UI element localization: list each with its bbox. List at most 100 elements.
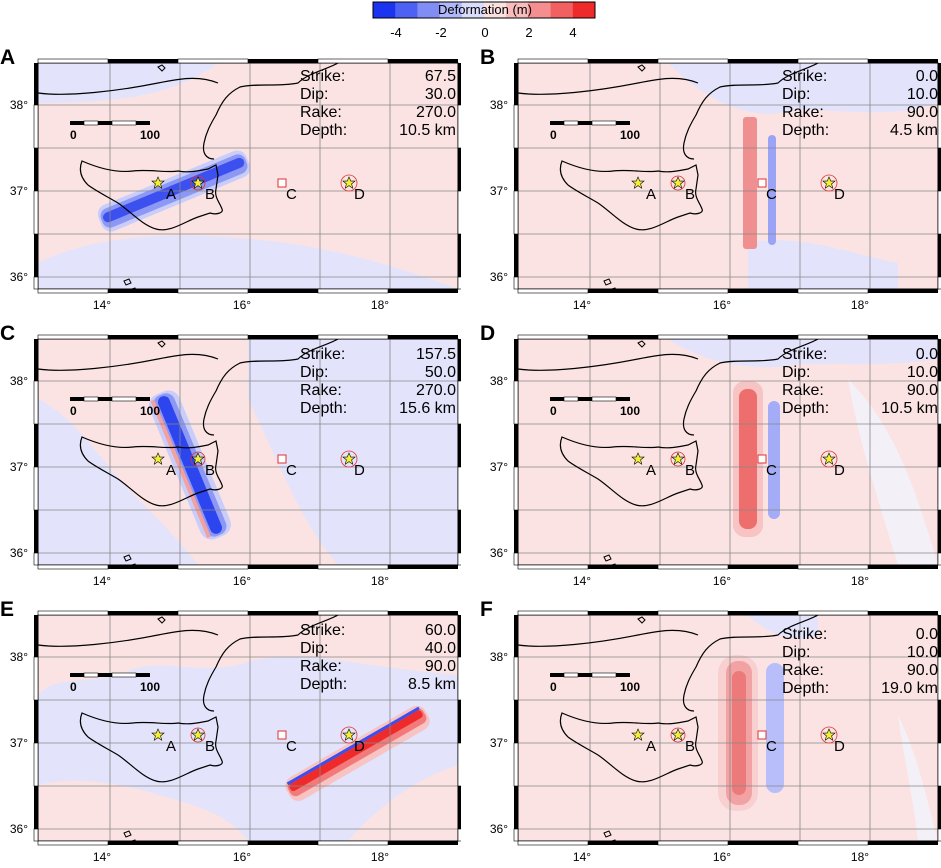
lat-tick-38: 38° xyxy=(490,98,508,112)
site-label-b: B xyxy=(205,462,215,479)
strike-value: 157.5 xyxy=(415,346,456,363)
site-label-a: A xyxy=(166,462,176,479)
site-c-square-icon xyxy=(277,730,287,740)
depth-value: 4.5 km xyxy=(889,122,938,139)
site-markers: A B C D xyxy=(151,450,365,479)
map-svg: 0 100 A B C D 14° 16° 18 xyxy=(10,334,461,588)
rake-value: 90.0 xyxy=(906,104,938,121)
scale-hundred: 100 xyxy=(620,404,640,418)
map-svg: 0 100 A B C D 14° 16° 18 xyxy=(10,610,461,864)
lat-tick-38: 38° xyxy=(10,650,28,664)
scale-bar: 0 100 xyxy=(70,120,160,142)
rake-label: Rake: xyxy=(782,382,824,399)
lat-tick-37: 37° xyxy=(10,460,28,474)
rake-label: Rake: xyxy=(782,662,824,679)
scale-hundred: 100 xyxy=(140,128,160,142)
site-markers: A B C D xyxy=(151,726,365,755)
strike-label: Strike: xyxy=(782,346,828,363)
lon-tick-18: 18° xyxy=(371,850,389,864)
lon-tick-16: 16° xyxy=(233,574,251,588)
site-label-d: D xyxy=(354,186,365,203)
lat-tick-36: 36° xyxy=(490,822,508,836)
depth-label: Depth: xyxy=(300,400,348,417)
strike-value: 60.0 xyxy=(424,622,456,639)
rake-value: 90.0 xyxy=(424,658,456,675)
map-svg: 0 100 A B C D 14° 16° 18 xyxy=(490,58,941,312)
fault-parameters: Strike: 0.0 Dip: 10.0 Rake: 90.0 Depth: 10.5… xyxy=(782,346,938,418)
strike-label: Strike: xyxy=(782,68,828,85)
site-label-b: B xyxy=(205,738,215,755)
lat-tick-38: 38° xyxy=(490,650,508,664)
deformation-field xyxy=(518,339,938,565)
lon-tick-16: 16° xyxy=(713,298,731,312)
site-label-c: C xyxy=(286,462,297,479)
lon-tick-14: 14° xyxy=(573,574,591,588)
strike-label: Strike: xyxy=(300,346,346,363)
lon-tick-16: 16° xyxy=(713,574,731,588)
colorbar-cell xyxy=(461,2,485,18)
dip-value: 10.0 xyxy=(906,644,938,661)
deformation-colorbar: Deformation (m) -4 -2 0 2 4 xyxy=(372,1,596,40)
scale-zero: 0 xyxy=(70,404,77,418)
strike-value: 0.0 xyxy=(915,68,938,85)
map-panel-e: E 0 xyxy=(0,598,461,868)
site-markers: A B C D xyxy=(151,174,365,203)
panel-letter: F xyxy=(480,598,493,621)
lat-tick-36: 36° xyxy=(10,270,28,284)
scale-bar: 0 100 xyxy=(550,396,640,418)
rake-value: 90.0 xyxy=(906,662,938,679)
rake-label: Rake: xyxy=(782,104,824,121)
lat-tick-37: 37° xyxy=(490,184,508,198)
depth-value: 19.0 km xyxy=(881,680,938,697)
colorbar-tick-m2: -2 xyxy=(435,25,447,40)
colorbar-cell xyxy=(417,2,441,18)
colorbar-cell xyxy=(506,2,529,18)
colorbar-tick-0: 0 xyxy=(481,25,488,40)
rake-value: 270.0 xyxy=(415,382,456,399)
site-label-a: A xyxy=(166,186,176,203)
depth-label: Depth: xyxy=(782,122,830,139)
site-c-square-icon xyxy=(757,730,767,740)
lat-tick-38: 38° xyxy=(490,374,508,388)
dip-label: Dip: xyxy=(782,364,811,381)
site-label-c: C xyxy=(766,738,777,755)
depth-label: Depth: xyxy=(782,680,830,697)
panel-letter: D xyxy=(480,322,496,345)
site-c-square-icon xyxy=(757,454,767,464)
scale-bar: 0 100 xyxy=(550,120,640,142)
scale-zero: 0 xyxy=(550,680,557,694)
lon-tick-18: 18° xyxy=(851,298,869,312)
dip-value: 40.0 xyxy=(424,640,456,657)
site-label-b: B xyxy=(685,738,695,755)
scale-zero: 0 xyxy=(550,128,557,142)
lon-tick-14: 14° xyxy=(93,574,111,588)
lat-tick-37: 37° xyxy=(10,736,28,750)
lon-tick-16: 16° xyxy=(233,298,251,312)
lat-tick-36: 36° xyxy=(10,546,28,560)
depth-label: Depth: xyxy=(300,676,348,693)
strike-label: Strike: xyxy=(782,626,828,643)
site-label-a: A xyxy=(646,462,656,479)
scale-zero: 0 xyxy=(550,404,557,418)
deformation-field xyxy=(518,615,938,841)
colorbar-cell xyxy=(484,2,507,18)
dip-label: Dip: xyxy=(300,86,329,103)
dip-label: Dip: xyxy=(782,644,811,661)
depth-value: 10.5 km xyxy=(399,122,456,139)
site-label-b: B xyxy=(685,462,695,479)
rake-value: 270.0 xyxy=(415,104,456,121)
dip-label: Dip: xyxy=(300,640,329,657)
rake-label: Rake: xyxy=(300,658,342,675)
lon-tick-18: 18° xyxy=(371,298,389,312)
lat-tick-36: 36° xyxy=(490,270,508,284)
colorbar-tick-4: 4 xyxy=(569,25,576,40)
map-svg: 0 100 A B C D 14° 16° 18 xyxy=(490,334,941,588)
map-panel-f: F 0 100 xyxy=(480,598,941,868)
scale-zero: 0 xyxy=(70,680,77,694)
map-panel-d: D 0 100 xyxy=(480,322,941,592)
scale-hundred: 100 xyxy=(140,680,160,694)
site-label-d: D xyxy=(834,462,845,479)
site-label-a: A xyxy=(646,738,656,755)
colorbar-tick-m4: -4 xyxy=(390,25,402,40)
map-svg: 0 100 A B C D 14° 16° 18 xyxy=(490,610,941,864)
